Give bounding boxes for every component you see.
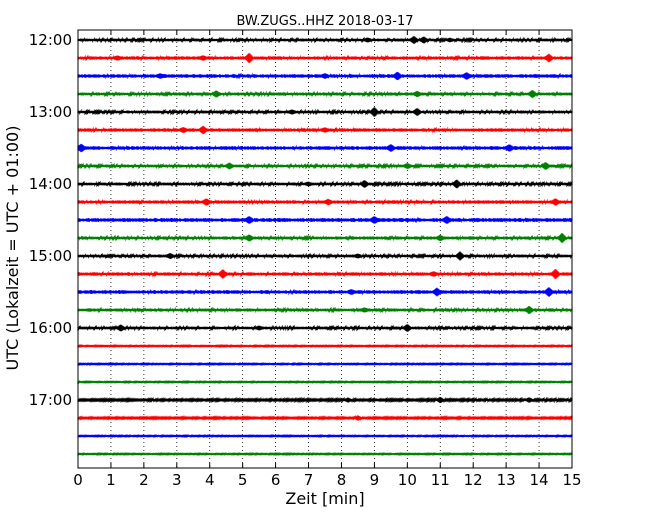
x-tick-label: 11 bbox=[431, 471, 450, 489]
x-tick-label: 7 bbox=[304, 471, 314, 489]
x-tick-label: 1 bbox=[106, 471, 116, 489]
x-tick-label: 9 bbox=[370, 471, 380, 489]
y-tick-label: 16:00 bbox=[29, 319, 72, 337]
seismic-trace bbox=[77, 396, 573, 404]
seismic-trace bbox=[77, 36, 573, 44]
x-tick-label: 6 bbox=[271, 471, 281, 489]
y-tick-label: 12:00 bbox=[29, 31, 72, 49]
plot-frame bbox=[77, 29, 573, 469]
x-tick-label: 10 bbox=[398, 471, 417, 489]
x-tick-label: 12 bbox=[464, 471, 483, 489]
seismic-trace bbox=[77, 433, 573, 439]
seismic-trace bbox=[77, 232, 573, 244]
x-tick-label: 0 bbox=[73, 471, 83, 489]
seismic-trace bbox=[77, 324, 573, 332]
x-tick-label: 15 bbox=[562, 471, 581, 489]
chart-title: BW.ZUGS..HHZ 2018-03-17 bbox=[236, 14, 413, 29]
seismic-trace bbox=[77, 305, 573, 315]
y-axis: 12:00 13:00 14:00 15:00 16:00 17:00 bbox=[29, 31, 572, 409]
seismic-trace bbox=[77, 361, 573, 367]
seismic-trace bbox=[77, 216, 573, 224]
seismic-trace bbox=[77, 251, 573, 261]
x-tick-label: 3 bbox=[172, 471, 182, 489]
seismic-trace bbox=[77, 287, 573, 297]
seismic-trace bbox=[77, 179, 573, 189]
seismic-trace bbox=[77, 53, 573, 63]
seismic-trace bbox=[77, 343, 573, 349]
seismic-trace bbox=[77, 162, 573, 170]
y-tick-label: 15:00 bbox=[29, 247, 72, 265]
x-tick-label: 13 bbox=[497, 471, 516, 489]
seismic-trace bbox=[77, 71, 573, 81]
y-axis-label: UTC (Lokalzeit = UTC + 01:00) bbox=[3, 126, 22, 371]
x-tick-label: 14 bbox=[530, 471, 549, 489]
seismic-trace bbox=[77, 90, 573, 98]
seismic-trace bbox=[77, 107, 573, 117]
vertical-grid bbox=[110, 30, 540, 468]
seismic-trace bbox=[77, 414, 573, 421]
x-tick-label: 5 bbox=[238, 471, 248, 489]
x-tick-label: 2 bbox=[139, 471, 149, 489]
x-tick-label: 8 bbox=[337, 471, 347, 489]
seismic-trace bbox=[77, 143, 573, 153]
seismic-trace bbox=[77, 269, 573, 279]
x-axis-label: Zeit [min] bbox=[285, 489, 364, 508]
seismic-trace bbox=[77, 198, 573, 206]
y-tick-label: 13:00 bbox=[29, 103, 72, 121]
y-tick-label: 17:00 bbox=[29, 391, 72, 409]
y-tick-label: 14:00 bbox=[29, 175, 72, 193]
x-tick-label: 4 bbox=[205, 471, 215, 489]
seismic-trace bbox=[77, 451, 573, 457]
x-axis: 0 1 2 3 4 5 6 7 8 9 10 11 12 13 14 15 bbox=[73, 30, 582, 489]
seismic-trace bbox=[77, 379, 573, 385]
seismic-trace bbox=[77, 125, 573, 135]
traces bbox=[77, 36, 573, 457]
